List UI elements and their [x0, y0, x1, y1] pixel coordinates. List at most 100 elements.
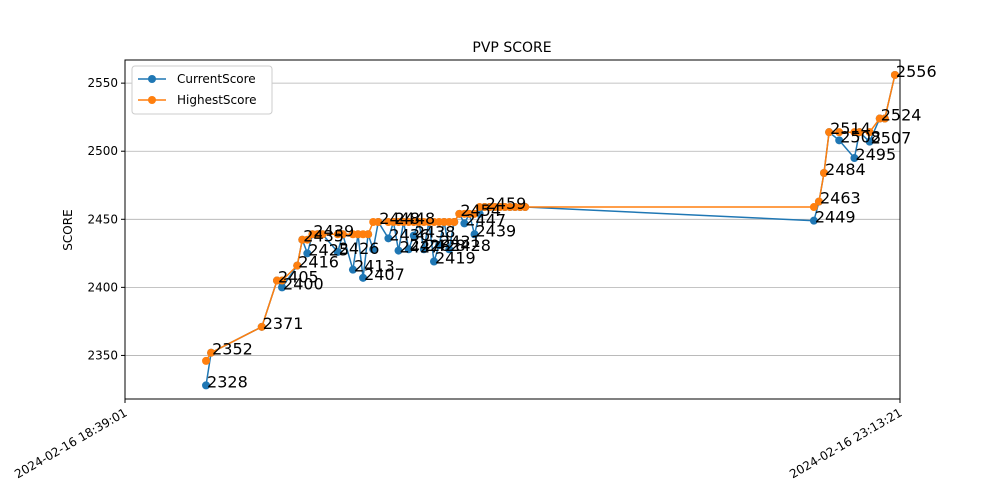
- data-label: 2463: [820, 189, 861, 208]
- data-label: 2484: [825, 160, 866, 179]
- point-highestscore: [364, 230, 373, 239]
- data-label: 2524: [881, 106, 922, 125]
- point-highestscore: [521, 203, 530, 212]
- data-label: 2428: [450, 236, 491, 255]
- point-highestscore: [890, 70, 899, 79]
- y-axis-ticks: 2350 2400 2450 2500 2550: [87, 76, 125, 362]
- y-tick-label: 2550: [87, 76, 118, 90]
- point-highestscore: [202, 356, 211, 365]
- point-currentscore: [394, 246, 403, 255]
- y-tick-label: 2450: [87, 212, 118, 226]
- data-label: 2454: [460, 201, 501, 220]
- point-currentscore: [303, 249, 312, 258]
- legend-label: CurrentScore: [177, 72, 256, 86]
- point-highestscore: [450, 218, 459, 227]
- data-label: 2439: [313, 221, 354, 240]
- series-line-highestscore: [205, 74, 896, 362]
- point-highestscore: [809, 203, 818, 212]
- data-label: 2436: [389, 225, 430, 244]
- data-label: 2407: [364, 265, 405, 284]
- point-currentscore: [809, 216, 818, 225]
- data-label: 2427: [400, 238, 441, 257]
- x-tick-label: 2024-02-16 23:13:21: [787, 405, 904, 481]
- data-label: 2352: [212, 340, 253, 359]
- point-highestscore: [470, 209, 479, 218]
- point-currentscore: [460, 219, 469, 228]
- data-label: 2459: [486, 194, 527, 213]
- point-highestscore: [257, 322, 266, 331]
- series-layer: [202, 70, 899, 390]
- data-label: 2405: [278, 268, 319, 287]
- legend-frame: [131, 65, 273, 115]
- data-label: 2508: [840, 127, 881, 146]
- point-currentscore: [404, 245, 413, 254]
- legend-swatch-marker: [148, 96, 156, 104]
- point-highestscore: [278, 276, 287, 285]
- point-highestscore: [293, 261, 302, 270]
- data-label: 2447: [465, 210, 506, 229]
- legend: CurrentScore HighestScore: [131, 65, 273, 115]
- point-currentscore: [865, 137, 874, 146]
- data-label: 2371: [263, 314, 304, 333]
- data-label: 2328: [207, 372, 248, 391]
- point-highestscore: [318, 230, 327, 239]
- y-tick-label: 2500: [87, 144, 118, 158]
- data-label: 2448: [379, 209, 420, 228]
- point-highestscore: [207, 348, 216, 357]
- data-label: 2428: [410, 236, 451, 255]
- y-tick-label: 2350: [87, 348, 118, 362]
- point-currentscore: [369, 245, 378, 254]
- point-highestscore: [825, 128, 834, 137]
- point-currentscore: [445, 245, 454, 254]
- data-label: 2419: [435, 248, 476, 267]
- point-currentscore: [278, 283, 287, 292]
- data-label: 2416: [298, 253, 339, 272]
- data-label: 2507: [871, 129, 912, 148]
- data-label: 2425: [308, 240, 349, 259]
- data-label: 2413: [354, 257, 395, 276]
- data-label: 2448: [394, 209, 435, 228]
- point-currentscore: [333, 247, 342, 256]
- point-highestscore: [814, 197, 823, 206]
- point-highestscore: [880, 114, 889, 123]
- data-label: 2428: [425, 236, 466, 255]
- point-currentscore: [429, 257, 438, 266]
- point-currentscore: [202, 381, 211, 390]
- point-currentscore: [348, 265, 357, 274]
- legend-swatch-marker: [148, 75, 156, 83]
- point-highestscore: [374, 218, 383, 227]
- data-label: 2449: [815, 208, 856, 227]
- y-axis-label: SCORE: [61, 209, 75, 250]
- data-label: 2431: [440, 232, 481, 251]
- data-label: 2495: [855, 145, 896, 164]
- plot-frame: [124, 59, 901, 400]
- data-label: 2438: [415, 223, 456, 242]
- chart-title: PVP SCORE: [472, 40, 551, 56]
- data-labels: 2328235223712405240024162435242524392426…: [207, 62, 937, 391]
- data-label: 2435: [303, 227, 344, 246]
- point-currentscore: [419, 245, 428, 254]
- point-currentscore: [359, 273, 368, 282]
- point-highestscore: [835, 128, 844, 137]
- y-tick-label: 2400: [87, 280, 118, 294]
- x-tick-label: 2024-02-16 18:39:01: [12, 405, 129, 481]
- point-currentscore: [435, 241, 444, 250]
- point-currentscore: [384, 234, 393, 243]
- point-highestscore: [820, 169, 829, 177]
- point-currentscore: [409, 231, 418, 240]
- data-label: 2400: [283, 274, 324, 293]
- data-label: 2426: [339, 239, 380, 258]
- point-highestscore: [303, 235, 312, 244]
- data-label: 2556: [896, 62, 937, 81]
- point-currentscore: [835, 136, 844, 145]
- x-axis-ticks: 2024-02-16 18:39:01 2024-02-16 23:13:21: [12, 399, 905, 481]
- point-highestscore: [338, 230, 347, 239]
- point-highestscore: [855, 128, 864, 137]
- point-currentscore: [850, 154, 859, 163]
- legend-label: HighestScore: [177, 93, 257, 107]
- data-label: 2439: [476, 221, 517, 240]
- point-highestscore: [865, 128, 874, 137]
- point-currentscore: [470, 230, 479, 239]
- data-label: 2514: [830, 119, 871, 138]
